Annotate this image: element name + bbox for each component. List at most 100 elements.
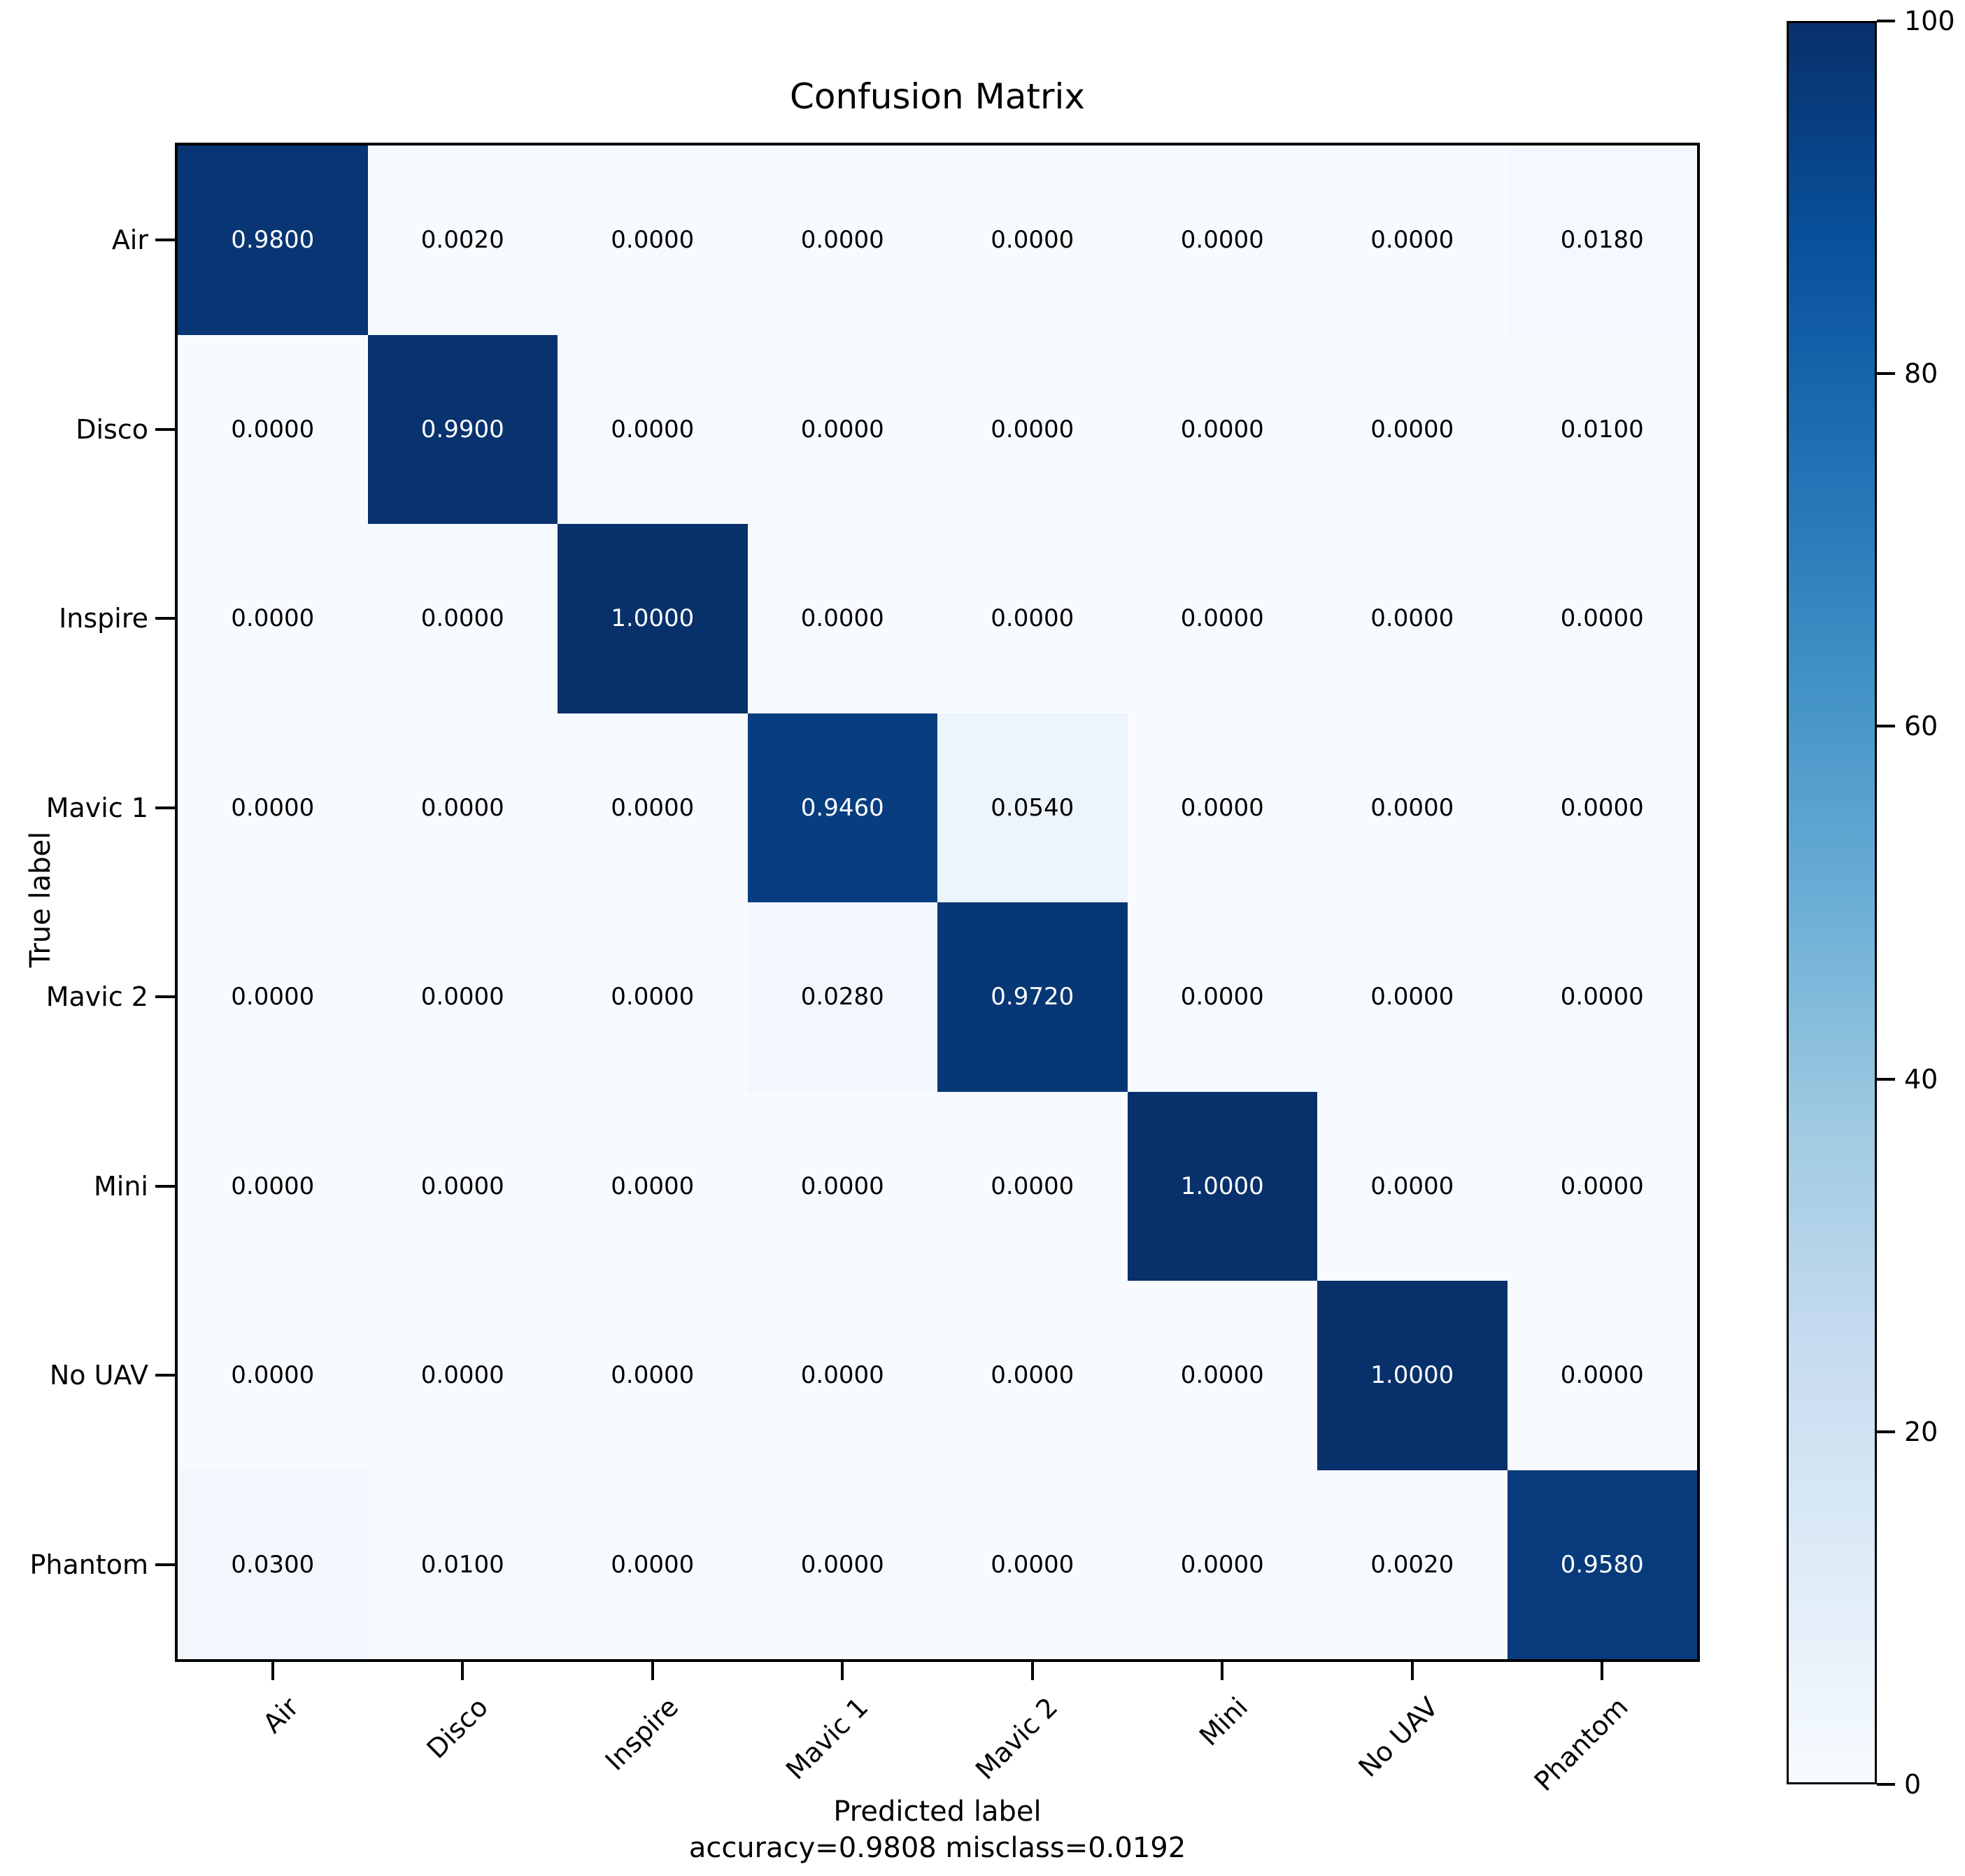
matrix-cell: 0.0000 — [937, 524, 1128, 713]
y-tick-label: Air — [111, 225, 148, 256]
x-tick-label: Mavic 2 — [970, 1691, 1064, 1786]
matrix-cell: 0.9900 — [367, 334, 558, 524]
matrix-cell: 0.0000 — [937, 1091, 1128, 1281]
matrix-cell: 0.0000 — [1127, 524, 1317, 713]
matrix-cell: 1.0000 — [1317, 1281, 1508, 1470]
matrix-cell: 0.0000 — [937, 1281, 1128, 1470]
matrix-cell: 0.0000 — [1507, 902, 1697, 1092]
y-tick-label: Phantom — [29, 1549, 148, 1580]
colorbar — [1787, 21, 1877, 1784]
x-tick-mark — [1221, 1662, 1224, 1680]
matrix-cell: 0.0000 — [1317, 334, 1508, 524]
matrix-cell: 0.0000 — [1507, 1091, 1697, 1281]
matrix-cell: 0.0000 — [367, 1091, 558, 1281]
y-tick-mark — [155, 1374, 175, 1377]
matrix-cell: 0.0000 — [1317, 902, 1508, 1092]
matrix-cell: 0.0000 — [1127, 1470, 1317, 1659]
accuracy-caption: accuracy=0.9808 misclass=0.0192 — [688, 1832, 1186, 1864]
y-tick-mark — [155, 617, 175, 620]
matrix-cell: 0.0000 — [1127, 1281, 1317, 1470]
matrix-cell: 0.0000 — [1127, 713, 1317, 902]
matrix-cell: 0.0000 — [1317, 1091, 1508, 1281]
heatmap-grid: 0.9800 0.0020 0.0000 0.0000 0.0000 0.0000 0.00… — [178, 145, 1697, 1659]
x-axis-label: Predicted label — [833, 1796, 1042, 1828]
matrix-cell: 0.0100 — [1507, 334, 1697, 524]
matrix-cell: 0.0000 — [937, 1470, 1128, 1659]
x-tick-label: Disco — [420, 1691, 495, 1765]
matrix-cell: 0.0000 — [747, 145, 937, 335]
x-tick-mark — [841, 1662, 844, 1680]
colorbar-tick-mark — [1877, 372, 1895, 376]
matrix-cell: 0.0000 — [1127, 902, 1317, 1092]
colorbar-tick-label: 60 — [1904, 711, 1938, 742]
matrix-cell: 0.0000 — [367, 713, 558, 902]
matrix-cell: 0.0020 — [367, 145, 558, 335]
matrix-cell: 1.0000 — [1127, 1091, 1317, 1281]
plot-area: 0.9800 0.0020 0.0000 0.0000 0.0000 0.0000 0.00… — [175, 143, 1700, 1662]
colorbar-tick-mark — [1877, 1077, 1895, 1081]
y-tick-mark — [155, 239, 175, 242]
matrix-cell: 0.0100 — [367, 1470, 558, 1659]
matrix-cell: 0.0000 — [367, 524, 558, 713]
colorbar-tick-mark — [1877, 1430, 1895, 1433]
matrix-cell: 0.0000 — [747, 524, 937, 713]
matrix-cell: 0.0000 — [937, 145, 1128, 335]
matrix-cell: 0.0300 — [178, 1470, 368, 1659]
matrix-cell: 0.0000 — [1317, 713, 1508, 902]
matrix-cell: 0.0000 — [367, 902, 558, 1092]
x-tick-label: Air — [256, 1691, 304, 1740]
matrix-cell: 0.0000 — [558, 1281, 748, 1470]
matrix-cell: 0.0000 — [558, 334, 748, 524]
matrix-cell: 0.0020 — [1317, 1470, 1508, 1659]
colorbar-tick-mark — [1877, 1783, 1895, 1786]
y-tick-label: Mini — [94, 1170, 148, 1202]
x-tick-mark — [1030, 1662, 1034, 1680]
matrix-cell: 0.0180 — [1507, 145, 1697, 335]
colorbar-tick-mark — [1877, 20, 1895, 22]
matrix-cell: 0.0000 — [558, 1091, 748, 1281]
matrix-cell: 0.0000 — [178, 334, 368, 524]
matrix-cell: 0.9580 — [1507, 1470, 1697, 1659]
matrix-cell: 0.0000 — [1317, 524, 1508, 713]
matrix-cell: 0.0000 — [178, 524, 368, 713]
matrix-cell: 0.0280 — [747, 902, 937, 1092]
matrix-cell: 0.0000 — [937, 334, 1128, 524]
matrix-cell: 0.0000 — [1317, 145, 1508, 335]
colorbar-tick-label: 80 — [1904, 358, 1938, 390]
matrix-cell: 0.0000 — [367, 1281, 558, 1470]
matrix-cell: 0.0000 — [1127, 334, 1317, 524]
y-tick-label: Inspire — [59, 603, 148, 634]
x-tick-label: Inspire — [599, 1691, 684, 1777]
y-axis-label: True label — [24, 831, 57, 968]
chart-title: Confusion Matrix — [789, 76, 1086, 117]
x-tick-label: Mini — [1193, 1691, 1254, 1752]
matrix-cell: 0.0000 — [558, 145, 748, 335]
y-tick-label: Disco — [76, 413, 148, 445]
matrix-cell: 0.0000 — [747, 1470, 937, 1659]
matrix-cell: 0.9460 — [747, 713, 937, 902]
colorbar-tick-label: 20 — [1904, 1416, 1938, 1447]
colorbar-tick-label: 100 — [1904, 6, 1955, 36]
y-tick-mark — [155, 427, 175, 431]
matrix-cell: 0.0000 — [747, 334, 937, 524]
x-tick-label: Phantom — [1528, 1691, 1634, 1798]
y-tick-mark — [155, 1563, 175, 1566]
colorbar-tick-mark — [1877, 725, 1895, 728]
y-tick-label: Mavic 2 — [45, 981, 148, 1013]
matrix-cell: 0.0000 — [558, 1470, 748, 1659]
y-tick-mark — [155, 1184, 175, 1188]
matrix-cell: 0.9720 — [937, 902, 1128, 1092]
y-tick-mark — [155, 806, 175, 809]
colorbar-tick-label: 40 — [1904, 1063, 1938, 1095]
matrix-cell: 0.0000 — [1507, 524, 1697, 713]
y-tick-mark — [155, 995, 175, 999]
matrix-cell: 0.0000 — [178, 902, 368, 1092]
x-tick-label: No UAV — [1352, 1691, 1444, 1784]
x-tick-mark — [461, 1662, 464, 1680]
matrix-cell: 0.0000 — [1507, 1281, 1697, 1470]
colorbar-tick-label: 0 — [1904, 1769, 1922, 1800]
matrix-cell: 0.0000 — [747, 1091, 937, 1281]
matrix-cell: 0.9800 — [178, 145, 368, 335]
x-tick-mark — [1601, 1662, 1604, 1680]
